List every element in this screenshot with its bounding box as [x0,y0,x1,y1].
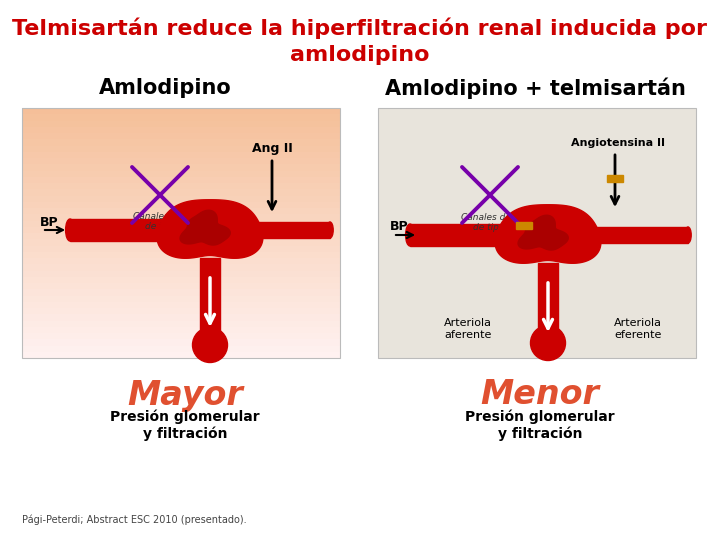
Text: Ang II: Ang II [251,142,292,155]
Bar [410,224,518,246]
Bar [22,183,340,190]
Bar [378,108,696,358]
Bar [22,314,340,321]
Ellipse shape [192,327,228,362]
Bar [22,177,340,184]
Ellipse shape [235,222,241,238]
Text: Menor: Menor [480,379,600,411]
Text: Arteriola
eferente: Arteriola eferente [614,318,662,340]
Bar [22,127,340,134]
Ellipse shape [573,227,579,243]
Bar [538,263,558,343]
Bar [22,264,340,272]
Text: Amlodipino + telmisartán: Amlodipino + telmisartán [384,77,685,99]
Bar [22,120,340,128]
Ellipse shape [327,222,333,238]
Text: Canales de Ca
de tipo L: Canales de Ca de tipo L [132,212,197,232]
Bar [22,189,340,197]
Bar [22,308,340,315]
Bar [22,158,340,165]
Bar [22,327,340,334]
Bar [22,271,340,278]
Text: Presión glomerular
y filtración: Presión glomerular y filtración [465,409,615,441]
Bar [22,214,340,221]
Bar [22,276,340,284]
Bar [22,152,340,159]
Ellipse shape [405,224,415,246]
Bar [22,295,340,303]
Bar [22,283,340,291]
Text: BP: BP [390,220,409,233]
Polygon shape [495,205,601,264]
Text: Presión glomerular
y filtración: Presión glomerular y filtración [110,409,260,441]
Polygon shape [157,200,263,258]
Text: Mayor: Mayor [127,379,243,411]
Bar [607,174,623,181]
Bar [516,221,532,228]
Bar [200,258,220,345]
Text: Pági-Peterdi; Abstract ESC 2010 (presentado).: Pági-Peterdi; Abstract ESC 2010 (present… [22,515,247,525]
Ellipse shape [531,326,565,361]
Text: BP: BP [40,215,58,228]
Bar [22,164,340,172]
Bar [22,246,340,253]
Bar [22,133,340,140]
Text: Arteriola
aferente: Arteriola aferente [444,318,492,340]
Bar [22,352,340,359]
Polygon shape [518,215,568,250]
Bar [22,202,340,209]
Ellipse shape [176,219,184,241]
Bar [22,108,340,115]
Bar [22,145,340,153]
Bar [22,333,340,340]
Bar [22,139,340,146]
Text: amlodipino: amlodipino [290,45,430,65]
Ellipse shape [685,227,691,243]
Bar [238,222,330,238]
Bar [22,114,340,122]
Bar [22,339,340,347]
Bar [22,239,340,246]
Text: Amlodipino: Amlodipino [99,78,231,98]
Bar [22,321,340,328]
Polygon shape [180,210,230,245]
Ellipse shape [513,224,523,246]
Bar [70,219,180,241]
Text: Angiotensina II: Angiotensina II [571,138,665,148]
Bar [576,227,688,243]
Bar [22,289,340,296]
Bar [22,171,340,178]
Bar [22,302,340,309]
Bar [22,258,340,265]
Bar [22,233,340,240]
Ellipse shape [66,219,74,241]
Bar [22,227,340,234]
Bar [22,220,340,228]
Bar [22,208,340,215]
Bar [22,252,340,259]
Bar [22,195,340,202]
Text: Telmisartán reduce la hiperfiltración renal inducida por: Telmisartán reduce la hiperfiltración re… [12,17,708,39]
Bar [22,346,340,353]
Text: Canales de Ca
de tipo L: Canales de Ca de tipo L [461,213,526,232]
